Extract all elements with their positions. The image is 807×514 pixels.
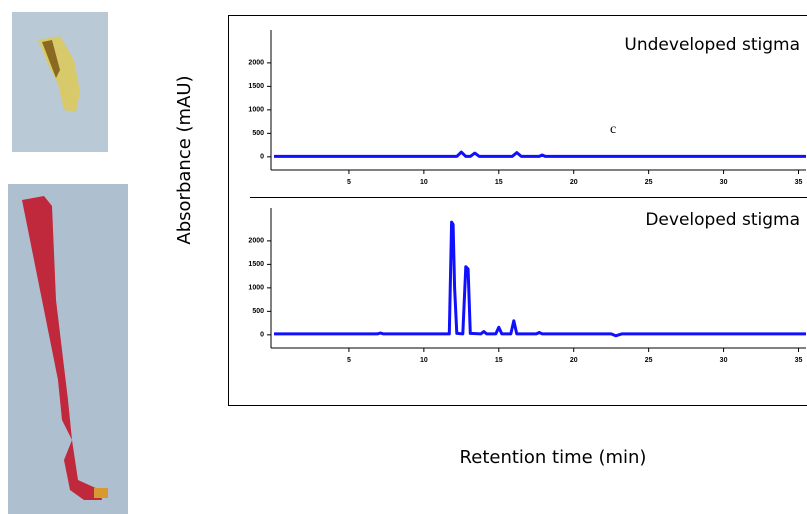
y-axis-label: Absorbance (mAU) <box>174 75 195 244</box>
y-tick-label: 500 <box>252 130 264 137</box>
x-tick-label: 5 <box>347 179 351 186</box>
y-tick-label: 0 <box>260 154 264 161</box>
x-tick-label: 30 <box>720 357 728 364</box>
x-tick-label: 10 <box>420 357 428 364</box>
x-tick-label: 20 <box>570 179 578 186</box>
y-tick-label: 500 <box>252 308 264 315</box>
x-tick-label: 35 <box>795 357 803 364</box>
y-tick-label: 1500 <box>248 83 264 90</box>
y-tick-label: 0 <box>260 332 264 339</box>
x-tick-label: 10 <box>420 179 428 186</box>
stigma-red <box>22 196 102 500</box>
x-tick-label: 20 <box>570 357 578 364</box>
y-tick-label: 1000 <box>248 107 264 114</box>
annotation: c <box>610 122 616 137</box>
stigma-dark <box>42 40 60 78</box>
series-line <box>274 150 806 158</box>
x-axis-label: Retention time (min) <box>460 447 647 468</box>
x-tick-label: 30 <box>720 179 728 186</box>
x-tick-label: 25 <box>645 179 653 186</box>
chart-title: Undeveloped stigma <box>624 35 800 55</box>
x-tick-label: 15 <box>495 357 503 364</box>
y-tick-label: 2000 <box>248 238 264 245</box>
y-tick-label: 2000 <box>248 60 264 67</box>
y-tick-label: 1000 <box>248 285 264 292</box>
y-tick-label: 1500 <box>248 261 264 268</box>
chart-frame <box>228 15 807 406</box>
stigma-tip <box>94 488 108 498</box>
x-tick-label: 5 <box>347 357 351 364</box>
x-tick-label: 25 <box>645 357 653 364</box>
chart-title: Developed stigma <box>645 210 800 230</box>
x-tick-label: 35 <box>795 179 803 186</box>
series-line <box>274 220 806 338</box>
x-tick-label: 15 <box>495 179 503 186</box>
